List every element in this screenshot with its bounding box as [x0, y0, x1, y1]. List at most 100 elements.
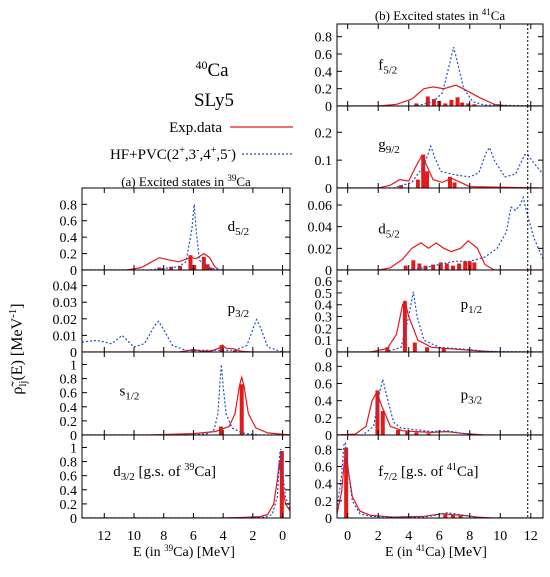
y-tick-label: 0.4: [60, 231, 78, 246]
y-tick-label: 0.02: [53, 313, 78, 328]
y-tick-label: 0.4: [315, 395, 333, 410]
panel-frame: [336, 269, 544, 353]
exp-bar: [219, 345, 224, 352]
exp-bar: [402, 301, 407, 352]
exp-bar: [463, 261, 468, 270]
chart-b-title: (b) Excited states in 41Ca: [375, 7, 506, 23]
state-label: f7/2 [g.s. of 41Ca]: [378, 462, 478, 483]
y-tick-label: 0.8: [60, 198, 78, 213]
state-label-letter: d: [113, 464, 121, 480]
y-axis-title: ρ̃lj(E) [MeV-1]: [7, 303, 29, 394]
theory-curve: [82, 318, 290, 352]
exp-curve: [337, 390, 543, 435]
panel: 00.10.20.30.40.50.6 p1/2: [315, 269, 544, 361]
y-tick-label: 0: [70, 512, 77, 527]
exp-curve: [337, 154, 543, 188]
exp-bar: [415, 179, 420, 188]
legend-sup-4: +: [211, 145, 217, 156]
y-tick-label: 0.06: [308, 199, 333, 214]
panel: 0 0.2 0.4 0.6 0.8 f5/2: [315, 23, 544, 115]
state-label-letter: p: [461, 297, 469, 313]
y-tick-label: 0.2: [315, 412, 333, 427]
y-axis-arg: (E) [MeV: [9, 317, 26, 380]
exp-bar: [414, 432, 419, 435]
exp-curve: [82, 252, 290, 270]
nucleus-symbol: Ca: [207, 60, 229, 81]
state-label: p3/2: [461, 388, 483, 407]
exp-bar: [450, 514, 455, 518]
svg-text:ρ̃lj(E) [MeV-1]: ρ̃lj(E) [MeV-1]: [7, 303, 29, 394]
state-label-letter: f: [378, 464, 383, 480]
y-tick-label: 0: [325, 264, 332, 279]
y-tick-label: 0.8: [315, 443, 333, 458]
exp-bar: [425, 96, 430, 106]
exp-bar: [443, 103, 448, 106]
exp-bar: [380, 410, 385, 435]
y-tick-label: 0.03: [53, 296, 78, 311]
chart-a-xlabel-pre: E (in: [133, 545, 164, 560]
y-tick-label: 0.01: [53, 329, 78, 344]
y-tick-label: 0.6: [315, 275, 333, 290]
state-label-mass: 41: [447, 462, 457, 473]
exp-bar: [444, 263, 449, 270]
exp-bar: [344, 447, 349, 518]
y-tick-label: 0.8: [315, 31, 333, 46]
legend-theory-prefix: HF+PVC(2: [110, 147, 179, 163]
state-label: g9/2: [378, 137, 400, 156]
exp-bar: [218, 426, 223, 435]
panel: 0 0.1 0.2 g9/2: [315, 105, 544, 197]
x-tick-label: 10: [127, 529, 141, 544]
y-tick-label: 0: [325, 100, 332, 115]
exp-bar: [457, 263, 462, 270]
x-tick-label: 0: [344, 529, 351, 544]
x-tick-label: 4: [220, 529, 227, 544]
plot-area: 00.20.40.60.8d5/200.010.020.030.04p3/200…: [53, 23, 544, 544]
state-label-sub: 7/2: [383, 471, 397, 483]
y-tick-label: 0: [325, 182, 332, 197]
state-label-letter: d: [378, 221, 386, 237]
x-tick-label: 6: [436, 529, 443, 544]
state-label: d3/2 [g.s. of 39Ca]: [113, 462, 216, 483]
y-tick-label: 0.6: [315, 48, 333, 63]
legend-close: ): [231, 147, 236, 163]
state-label-letter: d: [228, 219, 236, 235]
chart-a-xlabel: E (in 39Ca) [MeV]: [133, 543, 235, 560]
y-tick-label: 0.4: [60, 401, 78, 416]
exp-bar: [396, 429, 401, 435]
theory-curve: [337, 46, 543, 106]
state-label-letter: s: [119, 383, 125, 399]
exp-bar: [192, 265, 197, 270]
x-tick-label: 0: [279, 529, 286, 544]
panel-frame: [81, 351, 291, 436]
exp-bar: [188, 255, 193, 270]
legend-sep-3: ,5: [216, 147, 227, 163]
chart-a-title-main: (a) Excited states in: [121, 174, 227, 189]
legend-sup-5: -: [228, 145, 231, 156]
y-tick-label: 1: [70, 358, 77, 373]
theory-curve: [337, 144, 543, 188]
exp-bar: [239, 384, 244, 435]
x-tick-label: 12: [97, 529, 111, 544]
state-label-letter: g: [378, 137, 386, 153]
y-tick-label: 0.2: [60, 248, 78, 263]
exp-bar: [160, 268, 165, 270]
y-tick-label: 0.6: [60, 387, 78, 402]
y-tick-label: 0.2: [315, 495, 333, 510]
y-tick-label: 0.1: [315, 334, 333, 349]
panel: 0 0.2 0.4 0.6 0.8 f7/2 [g.s. of 41Ca]: [315, 434, 544, 527]
y-tick-label: 0.4: [315, 65, 333, 80]
exp-bar: [431, 264, 436, 270]
legend-sup-3: -: [196, 145, 199, 156]
y-tick-label: 0.2: [315, 322, 333, 337]
y-tick-label: 0.04: [308, 221, 333, 236]
exp-bar: [466, 103, 471, 106]
panel-frame: [81, 187, 291, 271]
x-tick-label: 8: [160, 529, 167, 544]
theory-curve: [82, 204, 290, 270]
state-label: p1/2: [461, 297, 483, 316]
chart-b-title-mass: 41: [482, 7, 491, 17]
state-label-sym: Ca]: [194, 464, 216, 480]
exp-bar: [403, 265, 408, 270]
y-tick-label: 0: [70, 346, 77, 361]
